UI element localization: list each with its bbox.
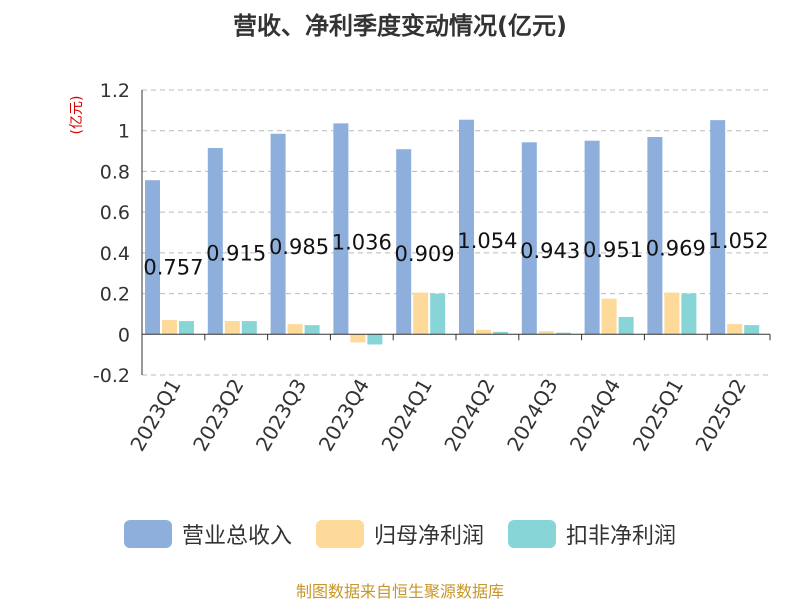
data-label: 0.969 xyxy=(646,236,706,260)
y-tick-label: 0 xyxy=(118,324,130,346)
x-tick-label: 2024Q3 xyxy=(502,375,562,456)
bar-deducted-net-profit xyxy=(179,321,194,335)
data-label: 0.943 xyxy=(520,239,580,263)
bar-deducted-net-profit xyxy=(555,332,571,335)
x-tick-label: 2024Q2 xyxy=(439,375,499,456)
bar-revenue xyxy=(207,148,223,335)
bar-deducted-net-profit xyxy=(493,331,508,335)
data-source-note: 制图数据来自恒生聚源数据库 xyxy=(295,582,504,601)
legend-swatch-revenue xyxy=(123,520,172,548)
bar-revenue xyxy=(584,140,600,335)
bar-net-profit xyxy=(224,321,240,335)
y-tick-label: 0.8 xyxy=(100,161,130,183)
bar-revenue xyxy=(333,123,349,335)
bar-deducted-net-profit xyxy=(430,293,446,335)
legend-label-revenue: 营业总收入 xyxy=(181,524,292,549)
bar-deducted-net-profit xyxy=(241,321,257,335)
bar-net-profit xyxy=(413,292,429,335)
bar-net-profit xyxy=(287,324,303,335)
bar-deducted-net-profit xyxy=(618,316,634,335)
legend-label-net-profit: 归母净利润 xyxy=(373,524,484,549)
bar-revenue xyxy=(459,119,474,335)
chart-title: 营收、净利季度变动情况(亿元) xyxy=(233,12,567,40)
data-label: 0.951 xyxy=(583,238,643,262)
bar-net-profit xyxy=(664,292,680,335)
legend-swatch-deducted-net-profit xyxy=(508,520,556,548)
x-tick-label: 2025Q1 xyxy=(628,375,688,456)
bar-net-profit xyxy=(601,298,617,335)
bar-revenue xyxy=(647,137,663,335)
bar-net-profit xyxy=(538,331,554,335)
data-label: 1.054 xyxy=(457,229,517,253)
bar-deducted-net-profit xyxy=(367,334,383,345)
legend-item-deducted-net-profit[interactable]: 扣非净利润 xyxy=(508,518,676,550)
y-tick-label: 1 xyxy=(118,121,130,143)
bar-revenue xyxy=(145,180,160,335)
bar-deducted-net-profit xyxy=(744,325,760,335)
legend-item-net-profit[interactable]: 归母净利润 xyxy=(315,518,484,550)
x-tick-label: 2024Q4 xyxy=(565,375,625,456)
x-tick-label: 2025Q2 xyxy=(690,375,750,456)
data-label: 0.909 xyxy=(395,242,455,266)
bar-deducted-net-profit xyxy=(681,293,697,335)
data-label: 0.915 xyxy=(206,241,266,265)
bar-deducted-net-profit xyxy=(304,325,320,335)
data-label: 1.052 xyxy=(709,229,769,253)
bar-net-profit xyxy=(350,334,366,343)
bar-net-profit xyxy=(476,329,491,335)
x-tick-label: 2024Q1 xyxy=(376,375,436,456)
bar-revenue xyxy=(270,133,286,335)
y-tick-label: 1.2 xyxy=(100,80,130,102)
bar-revenue xyxy=(396,149,412,335)
x-tick-label: 2023Q2 xyxy=(188,375,248,456)
bar-revenue xyxy=(710,120,726,335)
x-tick-label: 2023Q4 xyxy=(314,375,374,456)
bar-net-profit xyxy=(162,320,177,335)
legend-item-revenue[interactable]: 营业总收入 xyxy=(123,518,292,550)
y-tick-label: 0.4 xyxy=(100,243,130,265)
x-tick-label: 2023Q3 xyxy=(251,375,311,456)
y-tick-label: 0.6 xyxy=(100,202,130,224)
legend: 营业总收入 归母净利润 扣非净利润 xyxy=(0,518,800,550)
bar-net-profit xyxy=(727,324,743,335)
data-label: 0.757 xyxy=(143,255,203,279)
data-label: 1.036 xyxy=(332,230,392,254)
y-tick-label: 0.2 xyxy=(100,284,130,306)
y-tick-label: -0.2 xyxy=(93,365,130,387)
legend-swatch-net-profit xyxy=(315,520,364,548)
legend-label-deducted-net-profit: 扣非净利润 xyxy=(566,524,677,549)
bar-revenue xyxy=(521,142,537,335)
x-tick-label: 2023Q1 xyxy=(125,375,185,456)
data-label: 0.985 xyxy=(269,235,329,259)
